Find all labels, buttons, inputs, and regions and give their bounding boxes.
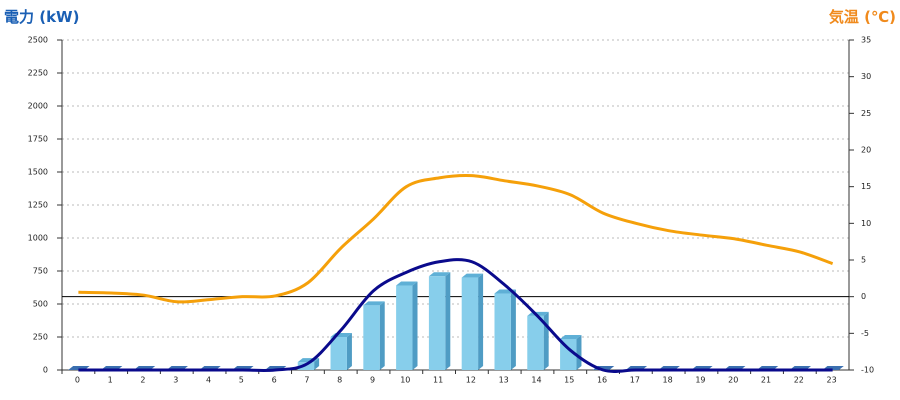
y2-tick-label: -5 [861,329,869,338]
bar-top [461,273,484,278]
x-tick-label: 10 [400,376,410,385]
line [78,258,833,373]
bar [527,315,544,370]
y-tick-label: 0 [43,366,48,375]
bar [560,338,577,370]
bar-side [314,358,320,370]
bar-top [363,301,385,306]
bar-side [543,311,549,370]
y-tick-label: 500 [33,300,48,309]
y-tick-label: 750 [33,267,48,276]
y-tick-label: 1750 [28,135,48,144]
x-tick-label: 16 [597,376,607,385]
y2-tick-label: 0 [861,292,866,301]
y2-tick-label: 20 [861,146,871,155]
bar-side [379,301,385,370]
x-tick-label: 20 [728,376,738,385]
bar [330,337,347,370]
x-tick-label: 23 [827,376,837,385]
x-tick-label: 15 [564,376,574,385]
x-tick-label: 12 [466,376,476,385]
y2-tick-label: 25 [861,109,871,118]
x-tick-label: 17 [630,376,640,385]
line [78,174,834,304]
y-tick-label: 2500 [28,36,48,45]
y-tick-label: 1250 [28,201,48,210]
x-tick-label: 3 [173,376,178,385]
bar-side [510,289,516,370]
y-axis-title: 電力 (kW) [4,8,79,26]
bar-top [396,281,418,286]
bar [494,293,511,370]
x-tick-label: 11 [433,376,443,385]
x-tick-label: 4 [206,376,211,385]
y2-tick-label: 30 [861,72,871,81]
x-tick-label: 18 [663,376,673,385]
x-tick-label: 2 [140,376,145,385]
x-tick-label: 0 [75,376,80,385]
bar-top [560,334,582,339]
x-tick-label: 14 [531,376,541,385]
y-tick-label: 2250 [28,69,48,78]
y2-tick-label: -10 [861,366,874,375]
bar [363,305,380,370]
y-tick-label: 250 [33,333,48,342]
y2-tick-label: 5 [861,256,866,265]
y-tick-label: 1000 [28,234,48,243]
x-tick-label: 6 [272,376,277,385]
x-tick-label: 21 [761,376,771,385]
x-tick-label: 22 [794,376,804,385]
y2-tick-label: 10 [861,219,871,228]
x-tick-label: 9 [370,376,375,385]
x-tick-label: 19 [695,376,705,385]
x-tick-label: 5 [239,376,244,385]
bar-side [346,333,352,370]
bar [428,276,446,370]
bar [396,285,413,370]
bar-top [428,272,451,277]
x-tick-label: 1 [108,376,113,385]
bar-side [478,273,484,370]
bar-side [576,334,582,370]
y2-axis-title: 気温 (℃) [829,8,896,26]
x-tick-label: 7 [304,376,309,385]
bar-side [412,281,418,370]
y-tick-label: 2000 [28,102,48,111]
bar [461,277,479,370]
bar-side [445,272,451,370]
x-tick-label: 8 [337,376,342,385]
y2-tick-label: 35 [861,36,871,45]
x-tick-label: 13 [499,376,509,385]
y2-tick-label: 15 [861,182,871,191]
y-tick-label: 1500 [28,168,48,177]
